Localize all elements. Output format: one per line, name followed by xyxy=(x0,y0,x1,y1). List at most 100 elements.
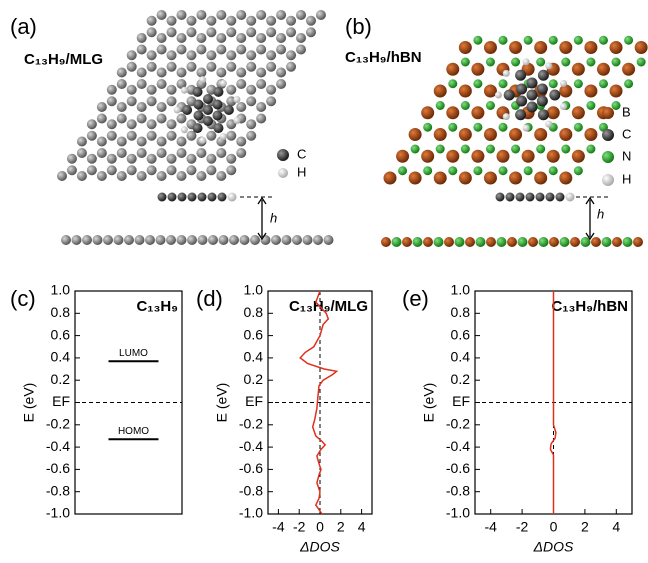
atom xyxy=(177,10,187,20)
structures xyxy=(57,10,648,247)
atom xyxy=(509,172,522,185)
atom xyxy=(296,33,306,43)
atom xyxy=(286,27,296,37)
atom xyxy=(157,102,167,112)
atom xyxy=(446,150,459,163)
legend-label: B xyxy=(622,104,631,119)
atom xyxy=(602,151,614,163)
y-axis-label: E (eV) xyxy=(421,383,437,423)
atom xyxy=(503,70,510,77)
atom xyxy=(206,50,216,60)
atom xyxy=(87,154,97,164)
atom xyxy=(135,235,145,245)
atom xyxy=(276,79,286,89)
atom xyxy=(157,68,167,78)
atom xyxy=(455,237,465,247)
atom xyxy=(77,171,87,181)
atom xyxy=(107,85,117,95)
atom xyxy=(226,62,236,72)
atom xyxy=(246,85,256,95)
atom xyxy=(246,62,256,72)
y-tick-label: 0.8 xyxy=(51,304,71,320)
atom xyxy=(572,63,585,76)
atom xyxy=(216,68,226,78)
legend-label: H xyxy=(297,164,306,179)
atom xyxy=(459,41,472,54)
atom xyxy=(147,27,157,37)
atom xyxy=(538,109,549,120)
atom xyxy=(224,105,234,115)
atom xyxy=(497,237,507,247)
atom xyxy=(97,171,107,181)
atom xyxy=(77,137,87,147)
atom xyxy=(484,128,497,141)
atom xyxy=(226,154,236,164)
atom xyxy=(206,16,216,26)
y-tick-label: 0.4 xyxy=(244,349,264,365)
y-tick-label: -0.2 xyxy=(46,416,70,432)
atom xyxy=(527,90,538,101)
atom xyxy=(536,145,545,154)
atom xyxy=(117,114,127,124)
atom xyxy=(186,16,196,26)
atom xyxy=(276,45,286,55)
atom xyxy=(286,50,296,60)
panel-label: (b) xyxy=(345,14,372,39)
atom xyxy=(114,235,124,245)
atom xyxy=(117,68,127,78)
atom xyxy=(473,36,482,45)
atom xyxy=(168,193,177,202)
atom xyxy=(266,27,276,37)
atom xyxy=(177,68,187,78)
atom xyxy=(103,235,113,245)
atom xyxy=(524,36,533,45)
atom xyxy=(448,123,457,132)
atom xyxy=(511,145,520,154)
atom xyxy=(233,96,240,103)
height-label: h xyxy=(270,210,277,225)
atom xyxy=(421,106,434,119)
atom xyxy=(157,137,167,147)
atom xyxy=(250,235,260,245)
atom xyxy=(256,33,266,43)
atom xyxy=(107,131,117,141)
atom xyxy=(72,235,82,245)
atom xyxy=(193,100,203,110)
atom xyxy=(213,111,223,121)
atom xyxy=(461,101,470,110)
atom xyxy=(507,237,517,247)
atom xyxy=(537,96,548,107)
atom xyxy=(196,45,206,55)
atom xyxy=(137,33,147,43)
atom xyxy=(206,131,216,141)
atom xyxy=(423,123,432,132)
atom xyxy=(497,150,510,163)
atom xyxy=(409,172,422,185)
atom xyxy=(182,105,192,115)
atom xyxy=(623,237,633,247)
atom xyxy=(523,58,530,65)
atom xyxy=(549,90,560,101)
atom xyxy=(534,128,547,141)
atom xyxy=(177,114,187,124)
atom xyxy=(566,193,575,202)
x-tick-label: 0 xyxy=(550,519,558,535)
atom xyxy=(157,33,167,43)
atom xyxy=(266,62,276,72)
atom xyxy=(612,237,622,247)
atom xyxy=(203,94,213,104)
atom xyxy=(515,70,526,81)
atom xyxy=(107,96,117,106)
atom xyxy=(503,113,510,120)
atom xyxy=(282,235,292,245)
atom xyxy=(236,68,246,78)
atom xyxy=(509,41,522,54)
y-axis-label: E (eV) xyxy=(21,383,37,423)
atom xyxy=(266,16,276,26)
atom xyxy=(218,193,227,202)
atom xyxy=(448,79,457,88)
atom xyxy=(167,131,177,141)
atom xyxy=(392,237,402,247)
atom xyxy=(574,79,583,88)
atom xyxy=(127,62,137,72)
